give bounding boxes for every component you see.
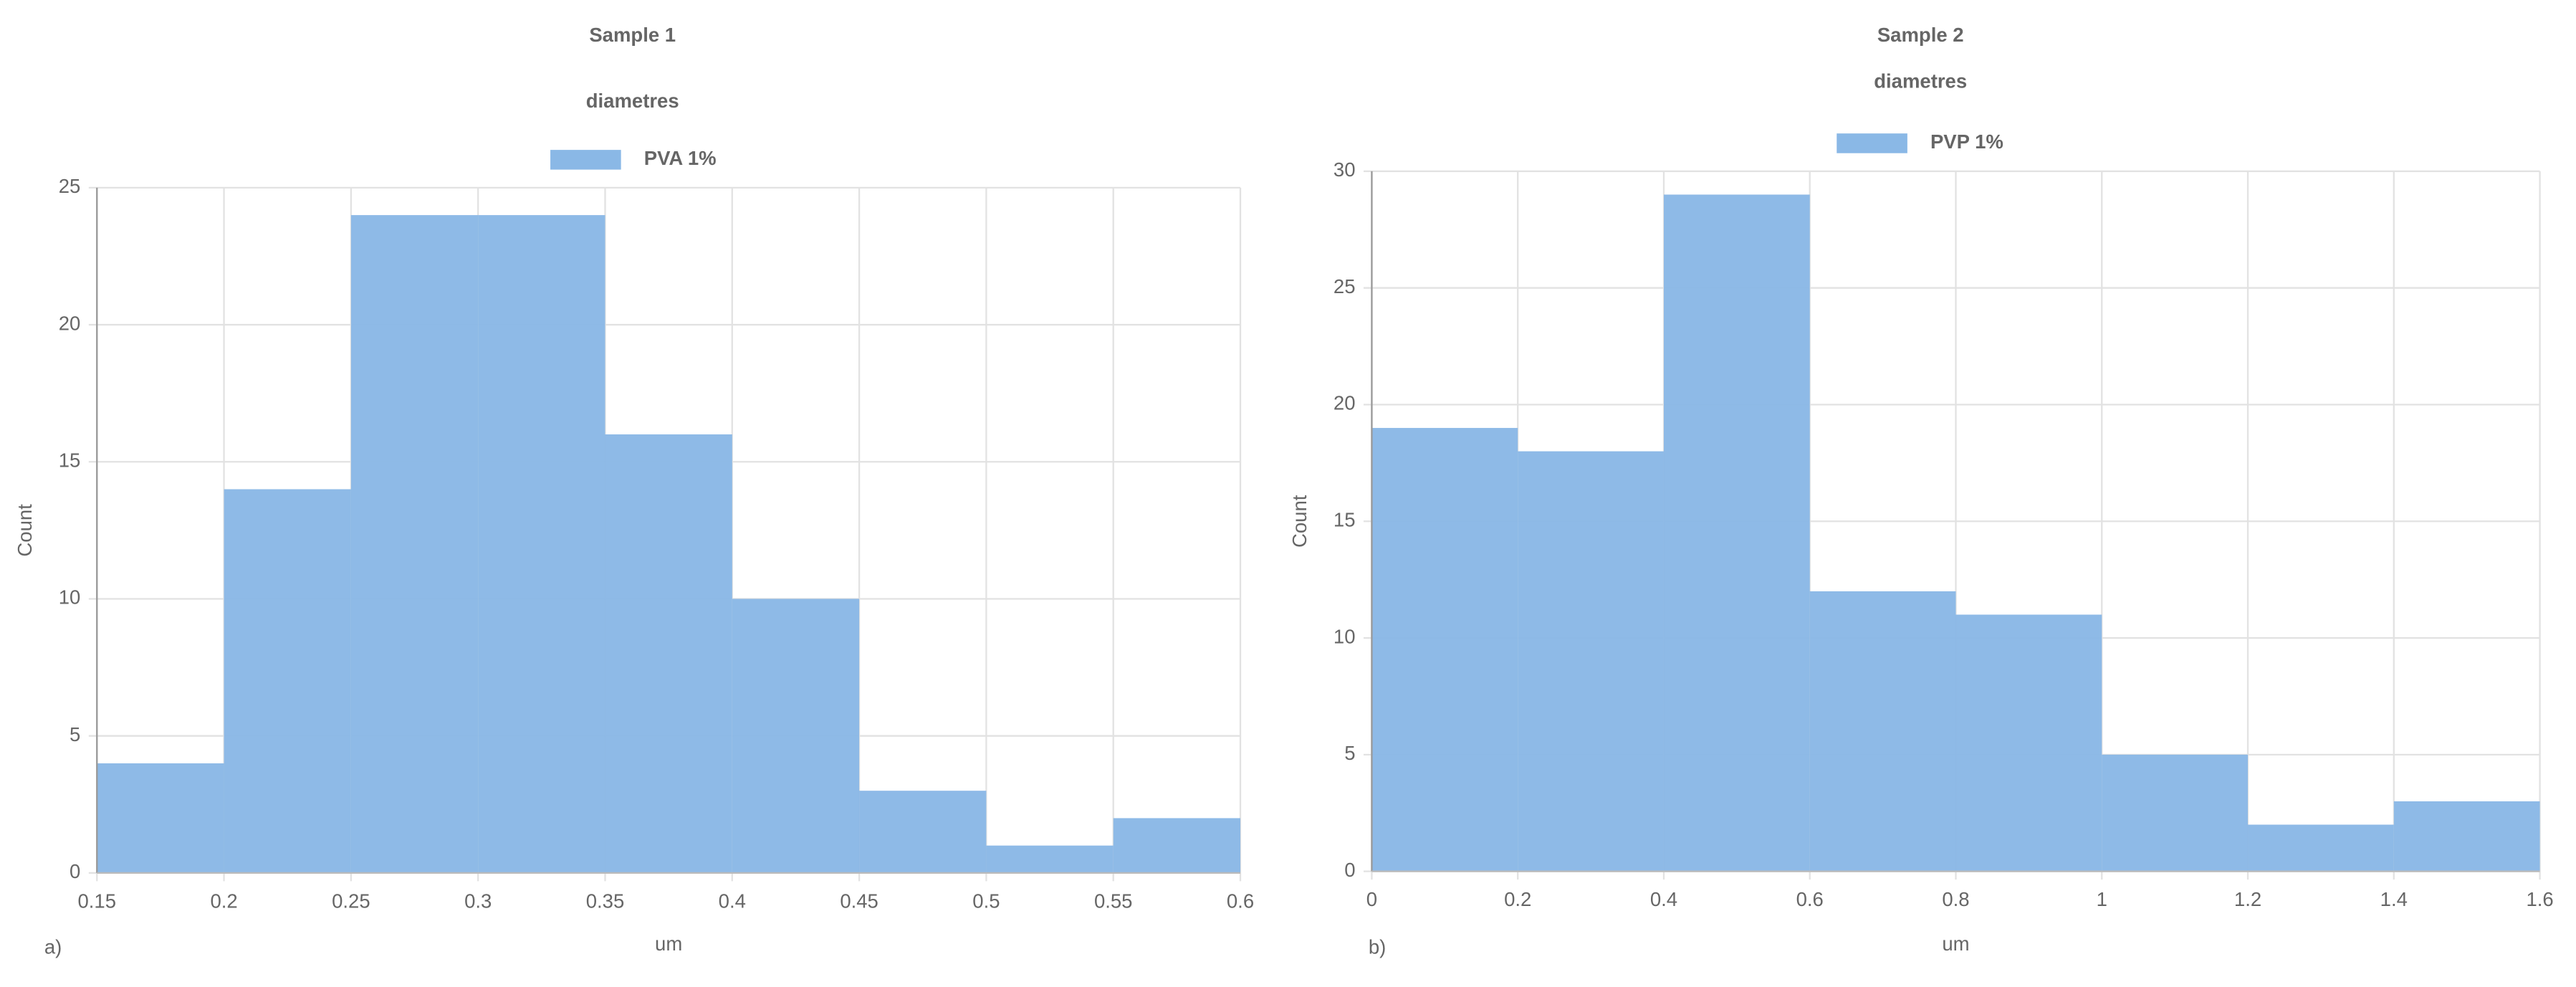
- x-axis-label: um: [1942, 933, 1969, 955]
- y-tick-label: 0: [70, 860, 80, 882]
- legend-label: PVP 1%: [1930, 130, 2003, 153]
- legend-swatch: [550, 150, 621, 170]
- y-tick-label: 30: [1334, 158, 1356, 181]
- histogram-bar: [986, 845, 1114, 873]
- histogram-bar: [97, 763, 224, 873]
- histogram-bar: [224, 489, 351, 873]
- x-tick-label: 0: [1366, 888, 1377, 910]
- y-axis-label: Count: [14, 504, 36, 557]
- x-tick-label: 0.5: [972, 890, 1000, 912]
- legend-label: PVA 1%: [644, 147, 717, 169]
- chart-subtitle: diametres: [1874, 70, 1967, 92]
- x-tick-label: 0.4: [719, 890, 746, 912]
- y-tick-label: 15: [59, 449, 81, 472]
- x-tick-label: 0.55: [1094, 890, 1133, 912]
- y-tick-label: 15: [1334, 509, 1356, 531]
- x-tick-label: 0.6: [1796, 888, 1824, 910]
- chart-subtitle: diametres: [586, 90, 679, 112]
- x-tick-label: 1.4: [2380, 888, 2408, 910]
- histogram-bar: [1113, 818, 1241, 873]
- y-tick-label: 20: [1334, 392, 1356, 414]
- histogram-bar: [2393, 801, 2540, 872]
- x-tick-label: 0.15: [78, 890, 117, 912]
- x-tick-label: 1: [2097, 888, 2107, 910]
- y-tick-label: 25: [1334, 275, 1356, 297]
- histogram-bar: [2248, 824, 2394, 872]
- histogram-bar: [1663, 194, 1810, 872]
- x-axis-label: um: [655, 933, 682, 955]
- histogram-bar: [1518, 451, 1664, 872]
- y-tick-label: 10: [59, 586, 81, 609]
- x-tick-label: 0.3: [464, 890, 492, 912]
- panel-label: b): [1369, 936, 1386, 958]
- y-tick-label: 10: [1334, 625, 1356, 647]
- histogram-bar: [1809, 591, 1956, 872]
- histogram-bar: [1371, 428, 1518, 872]
- x-tick-label: 0.4: [1650, 888, 1677, 910]
- y-axis-label: Count: [1288, 495, 1311, 548]
- y-tick-label: 0: [1344, 859, 1355, 881]
- panel-label: a): [44, 936, 62, 958]
- x-tick-label: 0.25: [332, 890, 370, 912]
- histogram-bar: [478, 215, 605, 873]
- x-tick-label: 0.6: [1227, 890, 1254, 912]
- x-tick-label: 0.2: [1504, 888, 1531, 910]
- histogram-bar: [1955, 614, 2102, 872]
- x-tick-label: 0.2: [210, 890, 237, 912]
- x-tick-label: 1.6: [2526, 888, 2553, 910]
- y-tick-label: 5: [70, 723, 80, 745]
- y-tick-label: 20: [59, 312, 81, 334]
- histogram-bar: [732, 599, 860, 873]
- histogram-bar: [2102, 754, 2249, 872]
- histogram-bar: [605, 434, 732, 873]
- histogram-bar: [859, 791, 987, 873]
- chart-title: Sample 1: [589, 24, 676, 46]
- x-tick-label: 0.45: [840, 890, 878, 912]
- x-tick-label: 1.2: [2234, 888, 2261, 910]
- legend-swatch: [1837, 133, 1907, 153]
- y-tick-label: 5: [1344, 742, 1355, 764]
- y-tick-label: 25: [59, 175, 81, 197]
- x-tick-label: 0.35: [586, 890, 625, 912]
- x-tick-label: 0.8: [1942, 888, 1969, 910]
- histogram-bar: [350, 215, 479, 873]
- chart-title: Sample 2: [1877, 24, 1964, 46]
